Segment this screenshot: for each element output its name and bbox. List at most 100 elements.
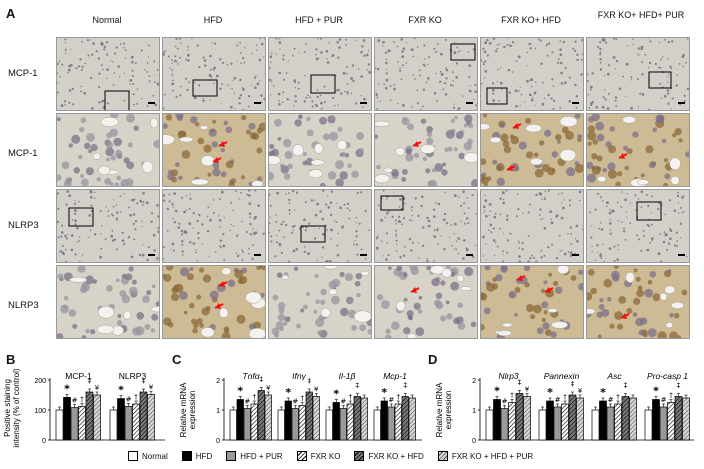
category-label: Ifnγ xyxy=(292,371,306,381)
micrograph-tile xyxy=(268,113,372,187)
bar xyxy=(394,403,402,441)
panel-letter-c: C xyxy=(172,352,182,367)
micrograph-tile xyxy=(480,265,584,339)
significance-mark: * xyxy=(494,385,500,398)
significance-mark: † xyxy=(563,393,567,401)
bar xyxy=(553,406,562,441)
legend-item-hfd: HFD xyxy=(181,451,213,461)
micrograph-tile xyxy=(480,113,584,187)
arrow-icon xyxy=(212,157,222,163)
bar-chart-b: Positive stainingintensity (% of control… xyxy=(3,368,165,448)
significance-mark: ¥ xyxy=(95,384,100,392)
bar xyxy=(508,402,516,441)
micrograph-tile xyxy=(480,37,584,111)
bar xyxy=(257,390,265,441)
bar xyxy=(298,405,306,441)
row-label-mcp1-low: MCP-1 xyxy=(8,68,38,79)
bar xyxy=(63,397,71,441)
bar xyxy=(408,397,416,441)
row-label-mcp1-high: MCP-1 xyxy=(8,148,38,159)
arrow-icon xyxy=(544,287,554,293)
bar xyxy=(312,396,320,441)
bar xyxy=(85,391,94,441)
bar xyxy=(606,406,615,441)
bar xyxy=(147,394,155,441)
bar xyxy=(55,409,64,441)
panel-letter-a: A xyxy=(6,6,16,21)
category-label: Tnfα xyxy=(242,371,260,381)
panel-letter-d: D xyxy=(428,352,438,367)
micrograph-tile xyxy=(480,189,584,263)
significance-mark: † xyxy=(669,392,673,400)
significance-mark: # xyxy=(661,396,667,404)
bar xyxy=(78,406,86,441)
legend-label-fxr-ko-hfd-pur: FXR KO + HFD + PUR xyxy=(451,451,534,461)
legend-swatch-fxr-ko-hfd-pur xyxy=(437,451,448,461)
micrograph-tile xyxy=(162,265,266,339)
significance-mark: ‡ xyxy=(571,380,575,388)
micrograph-tile xyxy=(268,265,372,339)
legend-swatch-normal xyxy=(128,451,138,461)
legend-label-fxr-ko-hfd: FXR KO + HFD xyxy=(368,451,424,461)
significance-mark: * xyxy=(381,386,387,399)
y-tick-label: 2 xyxy=(472,378,476,385)
micrograph-tile xyxy=(56,113,160,187)
bar xyxy=(229,409,237,441)
significance-mark: # xyxy=(72,397,78,405)
bar xyxy=(652,399,660,441)
significance-mark: ¥ xyxy=(149,383,154,391)
bar xyxy=(546,400,554,441)
bar xyxy=(332,402,340,441)
bar xyxy=(117,398,125,441)
category-label: Pro-casp 1 xyxy=(647,371,688,381)
y-axis-label: Positive stainingintensity (% of control… xyxy=(3,368,21,447)
bar xyxy=(576,397,584,441)
y-tick-label: 200 xyxy=(34,378,46,385)
arrow-icon xyxy=(214,303,224,309)
bar xyxy=(674,396,683,441)
significance-mark: * xyxy=(333,388,339,401)
significance-mark: * xyxy=(653,385,659,398)
significance-mark: * xyxy=(118,384,124,397)
micrograph-tile xyxy=(374,189,478,263)
legend-label-hfd: HFD xyxy=(195,451,213,461)
significance-mark: * xyxy=(547,386,553,399)
significance-mark: ‡ xyxy=(624,382,628,390)
bar xyxy=(401,396,409,441)
y-axis-label: Relative mRNAexpression xyxy=(179,382,197,437)
significance-mark: ‡ xyxy=(518,379,522,387)
arrow-icon xyxy=(516,275,526,281)
bar xyxy=(109,409,118,441)
micrograph-tile xyxy=(586,265,690,339)
significance-mark: ‡ xyxy=(308,377,312,385)
bar xyxy=(599,400,607,441)
legend-label-hfd-pur: HFD + PUR xyxy=(240,451,283,461)
significance-mark: † xyxy=(510,392,514,400)
significance-mark: † xyxy=(616,393,620,401)
significance-mark: † xyxy=(253,393,257,401)
significance-mark: ¥ xyxy=(525,386,530,394)
y-tick-label: 1 xyxy=(216,408,220,415)
column-header-normal: Normal xyxy=(92,15,122,25)
bar xyxy=(284,400,292,441)
micrograph-tile xyxy=(586,113,690,187)
significance-mark: # xyxy=(555,396,561,404)
category-label: Mcp-1 xyxy=(383,371,407,381)
micrograph-tile xyxy=(586,37,690,111)
category-label: Pannexin xyxy=(544,371,580,381)
bar xyxy=(305,391,313,441)
legend-swatch-fxr-ko-hfd xyxy=(354,451,365,461)
bar xyxy=(659,406,668,441)
bar xyxy=(485,409,494,441)
bar xyxy=(373,409,381,441)
bar xyxy=(538,409,547,441)
bar xyxy=(629,397,637,441)
bar xyxy=(124,406,133,441)
bar xyxy=(591,409,600,441)
legend-label-fxr-ko: FXR KO xyxy=(310,451,341,461)
significance-mark: * xyxy=(237,385,243,398)
significance-mark: ¥ xyxy=(266,384,271,392)
significance-mark: * xyxy=(600,386,606,399)
category-label: Nlrp3 xyxy=(498,371,519,381)
bar xyxy=(132,403,140,441)
